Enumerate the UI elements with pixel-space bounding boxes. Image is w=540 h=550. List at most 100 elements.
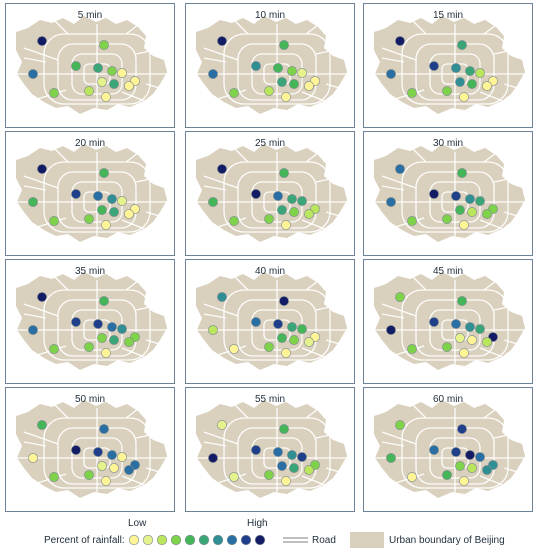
station-marker [459, 220, 469, 230]
station-marker [451, 63, 461, 73]
station-marker [97, 461, 107, 471]
station-marker [457, 424, 467, 434]
map-panel: 20 min [5, 131, 175, 256]
station-marker [407, 88, 417, 98]
station-marker [109, 463, 119, 473]
station-marker [475, 324, 485, 334]
legend-swatch [170, 534, 182, 546]
legend-road-symbol [283, 537, 308, 543]
station-marker [386, 453, 396, 463]
station-marker [457, 168, 467, 178]
map-panel: 60 min [363, 387, 533, 512]
station-marker [277, 205, 287, 215]
station-marker [93, 447, 103, 457]
station-marker [99, 40, 109, 50]
station-marker [109, 207, 119, 217]
station-marker [386, 325, 396, 335]
station-marker [459, 348, 469, 358]
station-marker [287, 66, 297, 76]
road-network [196, 273, 347, 370]
station-marker [475, 196, 485, 206]
legend-swatch [212, 534, 224, 546]
station-marker [264, 214, 274, 224]
panel-title: 5 min [77, 10, 103, 21]
panel-title: 40 min [254, 266, 285, 277]
station-marker [289, 207, 299, 217]
road-network [196, 401, 347, 498]
legend-symbols [128, 532, 384, 548]
station-marker [482, 209, 492, 219]
legend-low-label: Low [128, 518, 147, 529]
station-marker [442, 470, 452, 480]
station-marker [49, 472, 59, 482]
panel-title: 60 min [432, 394, 463, 405]
station-marker [429, 61, 439, 71]
station-marker [475, 452, 485, 462]
station-marker [93, 319, 103, 329]
station-marker [117, 452, 127, 462]
station-marker [217, 292, 227, 302]
station-marker [273, 63, 283, 73]
legend-swatch [128, 534, 140, 546]
station-marker [107, 194, 117, 204]
station-marker [429, 317, 439, 327]
station-marker [277, 333, 287, 343]
station-marker [451, 319, 461, 329]
station-marker [442, 86, 452, 96]
legend-boundary-label: Urban boundary of Beijing [389, 535, 505, 546]
station-marker [84, 342, 94, 352]
station-marker [109, 79, 119, 89]
station-marker [208, 453, 218, 463]
station-marker [407, 344, 417, 354]
station-marker [217, 164, 227, 174]
station-marker [455, 205, 465, 215]
station-marker [124, 81, 134, 91]
station-marker [28, 325, 38, 335]
station-marker [28, 197, 38, 207]
station-marker [279, 40, 289, 50]
panel-title: 10 min [254, 10, 285, 21]
map-panel: 25 min [185, 131, 355, 256]
panel-title: 45 min [432, 266, 463, 277]
station-marker [467, 335, 477, 345]
road-network [16, 273, 167, 370]
station-marker [264, 342, 274, 352]
station-marker [37, 164, 47, 174]
station-marker [467, 207, 477, 217]
station-marker [28, 453, 38, 463]
station-marker [289, 79, 299, 89]
panel-grid: 5 min 10 min 15 min 20 min 25 min 30 min 35 mi… [5, 3, 533, 512]
map-svg [16, 400, 167, 498]
station-marker [304, 337, 314, 347]
map-svg [374, 144, 525, 242]
station-marker [451, 447, 461, 457]
station-marker [281, 220, 291, 230]
map-svg [16, 272, 167, 370]
legend-boundary-swatch [350, 532, 384, 548]
panel-title: 25 min [254, 138, 285, 149]
station-marker [482, 465, 492, 475]
road-network [374, 401, 525, 498]
station-marker [297, 68, 307, 78]
station-marker [71, 61, 81, 71]
station-marker [93, 191, 103, 201]
station-marker [117, 196, 127, 206]
panel-title: 50 min [74, 394, 105, 405]
station-marker [117, 324, 127, 334]
map-svg [196, 272, 347, 370]
station-marker [279, 296, 289, 306]
map-panel: 30 min [363, 131, 533, 256]
station-marker [287, 322, 297, 332]
station-marker [429, 189, 439, 199]
panel-title: 55 min [254, 394, 285, 405]
station-marker [217, 420, 227, 430]
station-marker [455, 333, 465, 343]
station-marker [37, 420, 47, 430]
station-marker [395, 36, 405, 46]
panel-title: 15 min [432, 10, 463, 21]
station-marker [386, 197, 396, 207]
station-marker [208, 197, 218, 207]
station-marker [208, 69, 218, 79]
station-marker [395, 420, 405, 430]
station-marker [429, 445, 439, 455]
